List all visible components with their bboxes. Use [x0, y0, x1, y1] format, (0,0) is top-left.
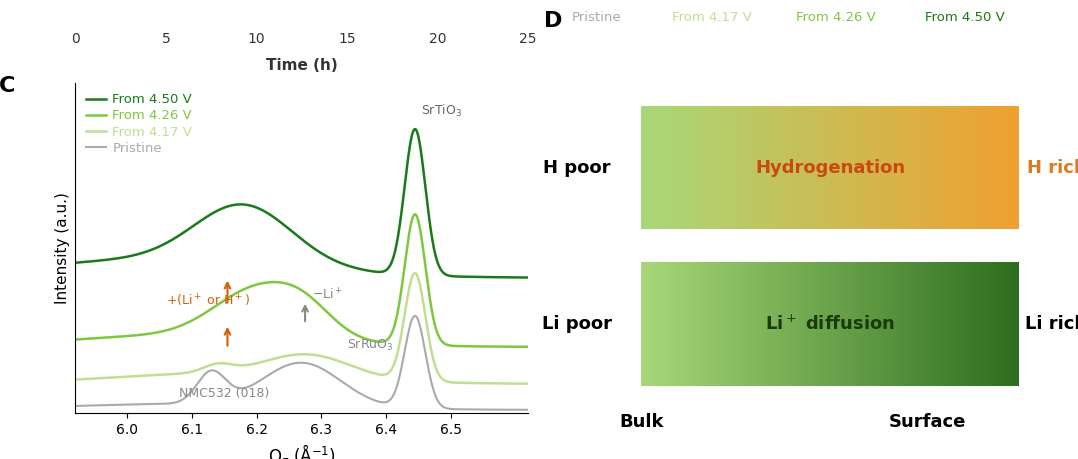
Pristine [426, 383, 439, 388]
From 4.26 V [69, 337, 82, 342]
Pristine [509, 407, 522, 413]
From 4.26 V [509, 344, 522, 349]
Text: D: D [544, 11, 563, 32]
Line: From 4.50 V: From 4.50 V [75, 129, 528, 278]
From 4.17 V [509, 381, 522, 386]
Pristine [522, 407, 535, 413]
Text: Li$^+$ diffusion: Li$^+$ diffusion [765, 314, 895, 333]
From 4.26 V [426, 310, 439, 315]
Text: C: C [0, 76, 15, 96]
From 4.17 V [409, 270, 421, 276]
Line: From 4.17 V: From 4.17 V [75, 273, 528, 384]
From 4.50 V [426, 236, 439, 241]
From 4.17 V [289, 352, 302, 358]
Text: From 4.26 V: From 4.26 V [796, 11, 875, 24]
From 4.26 V [92, 335, 105, 341]
From 4.17 V [277, 354, 290, 359]
Text: Bulk: Bulk [619, 413, 664, 431]
From 4.26 V [289, 284, 302, 290]
Text: 25: 25 [520, 32, 537, 46]
From 4.26 V [509, 344, 522, 349]
Text: Time (h): Time (h) [266, 58, 337, 73]
Text: Hydrogenation: Hydrogenation [755, 158, 906, 177]
From 4.50 V [509, 274, 522, 280]
From 4.50 V [409, 126, 421, 132]
Text: 20: 20 [429, 32, 446, 46]
Text: Surface: Surface [888, 413, 966, 431]
Line: From 4.26 V: From 4.26 V [75, 214, 528, 347]
Pristine [277, 364, 290, 369]
From 4.17 V [92, 375, 105, 381]
Text: SrTiO$_3$: SrTiO$_3$ [421, 103, 462, 119]
From 4.26 V [277, 280, 290, 285]
Text: −Li$^+$: −Li$^+$ [312, 287, 343, 302]
Pristine [509, 407, 522, 413]
Text: H rich: H rich [1026, 158, 1078, 177]
From 4.17 V [69, 377, 82, 382]
From 4.17 V [426, 352, 439, 358]
Text: Li poor: Li poor [542, 314, 611, 333]
From 4.17 V [522, 381, 535, 386]
Pristine [289, 360, 302, 366]
From 4.50 V [509, 274, 522, 280]
Text: 10: 10 [248, 32, 265, 46]
From 4.26 V [409, 212, 421, 217]
From 4.50 V [69, 260, 82, 265]
Text: From 4.50 V: From 4.50 V [925, 11, 1005, 24]
X-axis label: Q$_z$ (Å$^{-1}$): Q$_z$ (Å$^{-1}$) [267, 442, 336, 459]
From 4.50 V [92, 258, 105, 263]
Pristine [409, 313, 421, 319]
From 4.50 V [277, 222, 290, 227]
Text: NMC532 (018): NMC532 (018) [179, 386, 270, 400]
Text: 0: 0 [71, 32, 80, 46]
From 4.50 V [289, 232, 302, 237]
Text: SrRuO$_3$: SrRuO$_3$ [347, 338, 393, 353]
Text: 15: 15 [338, 32, 356, 46]
Line: Pristine: Pristine [75, 316, 528, 410]
Text: H poor: H poor [543, 158, 610, 177]
Text: +(Li$^+$ or H$^+$): +(Li$^+$ or H$^+$) [166, 293, 250, 309]
Text: Pristine: Pristine [571, 11, 621, 24]
Text: 5: 5 [162, 32, 170, 46]
Text: Li rich: Li rich [1025, 314, 1078, 333]
Legend: From 4.50 V, From 4.26 V, From 4.17 V, Pristine: From 4.50 V, From 4.26 V, From 4.17 V, P… [82, 89, 196, 159]
From 4.17 V [509, 381, 522, 386]
Text: From 4.17 V: From 4.17 V [672, 11, 751, 24]
From 4.50 V [522, 275, 535, 280]
From 4.26 V [522, 344, 535, 350]
Y-axis label: Intensity (a.u.): Intensity (a.u.) [55, 192, 70, 304]
Pristine [69, 403, 82, 409]
Pristine [92, 403, 105, 408]
